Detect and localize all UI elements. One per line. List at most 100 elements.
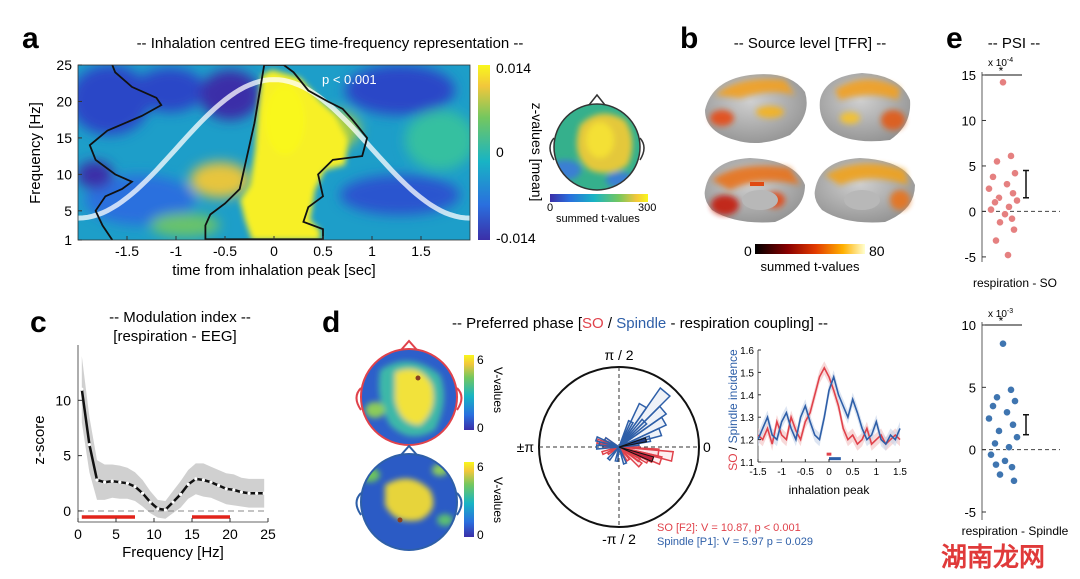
spindle-phase-bar xyxy=(606,446,620,462)
incidence-x-tick-label: 0 xyxy=(826,467,832,478)
mi-x-tick-label: 10 xyxy=(146,526,162,542)
psi-bottom-point xyxy=(1013,433,1021,442)
spindle-phase-bar xyxy=(603,436,620,448)
incidence-ylabel: SO / Spindle incidence xyxy=(726,349,740,471)
psi-bottom-point xyxy=(1007,385,1015,394)
mi-point xyxy=(110,479,114,483)
mi-point xyxy=(201,478,205,482)
psi-top-y-tick-label: -5 xyxy=(964,250,976,265)
incidence-x-tick-label: 1.5 xyxy=(893,467,907,478)
tfr-x-tick-label: -1 xyxy=(170,243,183,259)
mi-xlabel: Frequency [Hz] xyxy=(122,544,224,561)
mi-point xyxy=(87,442,91,447)
mi-x-tick-label: 5 xyxy=(112,526,120,542)
tfr-hotspot xyxy=(240,70,348,240)
incidence-y-tick-label: 1.2 xyxy=(740,436,754,447)
psi-bottom-y-tick-label: -5 xyxy=(964,505,976,520)
incidence-y-tick-label: 1.3 xyxy=(740,413,754,424)
topo-colorbar-label: summed t-values xyxy=(556,213,640,225)
title-so: SO xyxy=(582,315,604,332)
psi-top-point xyxy=(985,184,993,193)
so-phase-bar xyxy=(606,446,620,456)
psi-top-point xyxy=(996,218,1004,227)
so-topo-colorbar-max: 6 xyxy=(477,353,484,367)
incidence-x-tick-label: -1 xyxy=(777,467,786,478)
psi-bottom-y-tick-label: 0 xyxy=(969,443,976,458)
tfr-x-tick-label: 0.5 xyxy=(313,243,333,259)
mi-point xyxy=(262,491,266,495)
psi-top-point xyxy=(1010,225,1018,234)
psi-top-exponent-power: -4 xyxy=(1007,57,1013,64)
brain-medial-left xyxy=(704,158,805,223)
spindle-topo-colorbar-label: V-values xyxy=(491,477,505,523)
mi-y-tick-label: 10 xyxy=(55,392,71,408)
tfr-ylabel: Frequency [Hz] xyxy=(27,102,44,204)
polar-label-bottom: -π / 2 xyxy=(602,531,636,547)
mi-x-tick-label: 25 xyxy=(260,526,276,542)
watermark: 湖南龙网 xyxy=(941,542,1045,572)
psi-top-point xyxy=(1009,189,1017,198)
panel-letter-d: d xyxy=(322,306,340,339)
psi-top-point xyxy=(1013,196,1021,205)
psi-top-star: * xyxy=(999,64,1004,78)
ylabel-slash: / xyxy=(726,443,740,453)
spindle-phase-bar xyxy=(618,418,648,448)
mi-point xyxy=(103,480,107,484)
psi-bottom-point xyxy=(999,339,1007,348)
psi-top-exponent: x 10-4 xyxy=(988,57,1013,69)
mi-point xyxy=(224,487,228,491)
mi-point xyxy=(217,483,221,488)
brain-lateral-left xyxy=(705,74,807,144)
spindle-phase-bar xyxy=(618,419,635,448)
panel-d: -- Preferred phase [SO / Spindle - respi… xyxy=(355,315,907,551)
tfr-y-tick-label: 15 xyxy=(56,130,72,146)
mi-point xyxy=(163,508,167,512)
incidence-plot: -1.5 -1 -0.5 0 0.5 1 1.5 1.1 1.2 1.3 1.4 1.5 1.6 in… xyxy=(726,346,907,497)
spindle-topo-colorbar-max: 6 xyxy=(477,460,484,474)
psi-bottom-point xyxy=(995,427,1003,435)
respiration-trace xyxy=(78,77,470,221)
panel-a-topo: 0 300 summed t-values xyxy=(547,93,656,225)
panel-letter-a: a xyxy=(22,22,39,55)
spindle-incidence-line xyxy=(757,374,901,446)
mi-point xyxy=(141,491,145,495)
so-stat: SO [F2]: V = 10.87, p < 0.001 xyxy=(657,522,801,534)
spindle-phase-bar xyxy=(614,446,620,463)
spindle-phase-bar xyxy=(595,444,620,450)
spindle-topo-colorbar xyxy=(464,462,474,537)
incidence-x-tick-label: -0.5 xyxy=(797,467,815,478)
mi-x-tick-label: 0 xyxy=(74,526,82,542)
psi-top-point xyxy=(993,157,1001,166)
psi-top-point xyxy=(987,205,995,214)
incidence-x-tick-label: -1.5 xyxy=(749,467,767,478)
mi-x-tick-label: 20 xyxy=(222,526,238,542)
spindle-topo-colorbar-min: 0 xyxy=(477,528,484,542)
source-colorbar xyxy=(755,244,865,254)
psi-top-xlabel: respiration - SO xyxy=(973,276,1057,290)
topo-outline xyxy=(553,103,641,191)
tfr-y-tick-label: 1 xyxy=(64,232,72,248)
mi-y-tick-label: 0 xyxy=(63,503,71,519)
so-mean-vector xyxy=(618,446,655,463)
topo-nose xyxy=(588,93,606,106)
tfr-y-tick-label: 10 xyxy=(56,166,72,182)
psi-bottom-star: * xyxy=(999,314,1004,328)
spindle-topo xyxy=(355,444,463,551)
incidence-x-tick-label: 0.5 xyxy=(846,467,860,478)
panel-c: -- Modulation index -- [respiration - EE… xyxy=(31,309,276,561)
psi-bottom-point xyxy=(989,402,997,410)
psi-top-point xyxy=(1008,214,1016,223)
tfr-colorbar-label: z-values [mean] xyxy=(529,103,545,202)
so-topo-colorbar xyxy=(464,355,474,430)
topo-colorbar-max: 300 xyxy=(638,202,656,214)
psi-bottom-exponent-power: -3 xyxy=(1007,308,1013,315)
psi-bottom-point xyxy=(985,414,993,423)
tfr-x-tick-label: 1 xyxy=(368,243,376,259)
panel-letter-c: c xyxy=(30,306,47,339)
psi-bottom-exponent: x 10-3 xyxy=(988,308,1013,320)
mi-point xyxy=(194,477,198,481)
psi-top-y-tick-label: 15 xyxy=(962,68,976,83)
incidence-y-tick-label: 1.1 xyxy=(740,458,754,469)
panel-b: -- Source level [TFR] -- xyxy=(704,35,915,274)
title-spindle: Spindle xyxy=(616,315,666,332)
